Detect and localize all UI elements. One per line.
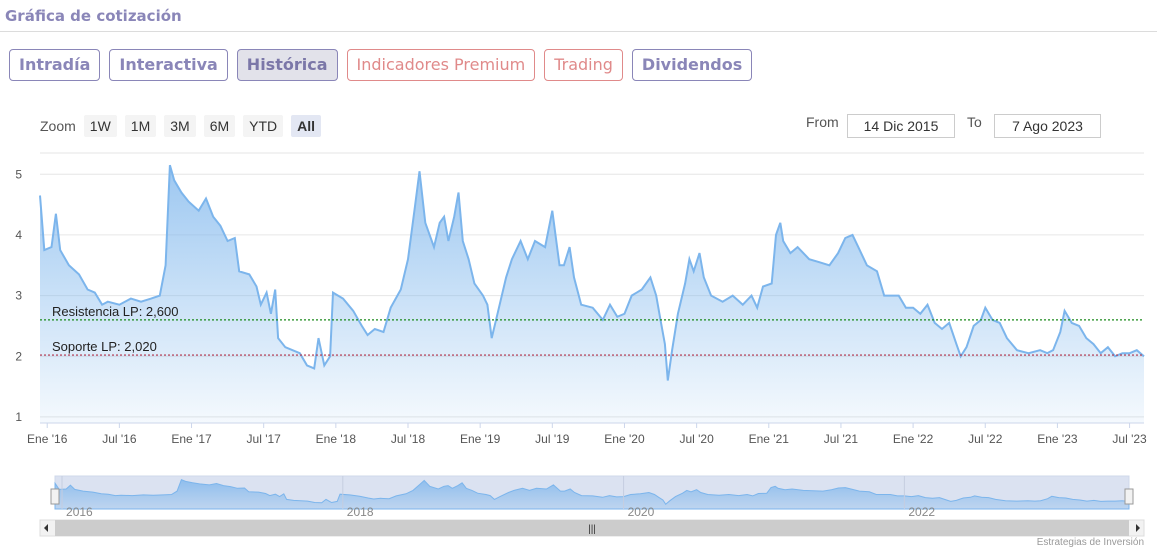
x-axis: Ene '16 Jul '16 Ene '17 Jul '17 Ene '18 Jul '… xyxy=(27,423,1147,446)
zoom-1w-button[interactable]: 1W xyxy=(83,115,117,137)
zoom-1m-button[interactable]: 1M xyxy=(124,115,157,137)
zoom-6m-button[interactable]: 6M xyxy=(203,115,236,137)
resistance-label: Resistencia LP: 2,600 xyxy=(52,304,178,319)
from-label: From xyxy=(806,114,839,130)
x-tick-label: Jul '18 xyxy=(391,432,426,446)
x-tick-label: Ene '20 xyxy=(604,432,645,446)
x-tick-label: Jul '22 xyxy=(968,432,1003,446)
from-date-input[interactable]: 14 Dic 2015 xyxy=(847,114,955,138)
tab-historica[interactable]: Histórica xyxy=(236,49,338,81)
reference-lines: Resistencia LP: 2,600 Soporte LP: 2,020 xyxy=(40,304,1144,356)
y-tick-label: 3 xyxy=(15,289,22,303)
zoom-all-button[interactable]: All xyxy=(291,115,322,137)
x-tick-label: Ene '21 xyxy=(749,432,790,446)
navigator-area xyxy=(54,479,1130,510)
x-tick-label: Jul '21 xyxy=(824,432,859,446)
x-tick-label: Ene '17 xyxy=(171,432,212,446)
x-tick-label: Jul '17 xyxy=(247,432,282,446)
to-label: To xyxy=(967,114,982,130)
zoom-3m-button[interactable]: 3M xyxy=(164,115,196,137)
scrollbar-thumb[interactable] xyxy=(55,520,1129,536)
to-date-input[interactable]: 7 Ago 2023 xyxy=(994,114,1101,138)
chart-tabs: Intradía Interactiva Histórica Indicador… xyxy=(9,49,753,81)
y-tick-label: 2 xyxy=(15,349,22,363)
navigator-year-label: 2020 xyxy=(628,505,655,519)
tab-intradia[interactable]: Intradía xyxy=(9,49,101,81)
zoom-selector: Zoom 1W 1M 3M 6M YTD All xyxy=(40,115,329,137)
navigator-year-label: 2022 xyxy=(908,505,935,519)
price-line xyxy=(39,164,1145,381)
price-area xyxy=(40,165,1144,423)
footer-credit: Estrategias de Inversión xyxy=(1036,537,1144,548)
scrollbar-grip-icon: ||| xyxy=(588,524,596,535)
y-axis: 1 2 3 4 5 xyxy=(15,167,22,424)
page-title: Gráfica de cotización xyxy=(5,7,182,25)
navigator-year-label: 2018 xyxy=(347,505,374,519)
scrollbar[interactable]: ||| xyxy=(39,519,1145,537)
x-tick-label: Ene '23 xyxy=(1037,432,1078,446)
tab-indicadores-premium[interactable]: Indicadores Premium xyxy=(346,49,536,81)
zoom-ytd-button[interactable]: YTD xyxy=(243,115,284,137)
y-tick-label: 4 xyxy=(15,228,22,242)
navigator-labels: 2016 2018 2020 2022 xyxy=(61,476,935,519)
tab-interactiva[interactable]: Interactiva xyxy=(109,49,228,81)
navigator-right-handle[interactable] xyxy=(1124,488,1134,505)
zoom-label: Zoom xyxy=(40,118,76,134)
x-tick-label: Jul '16 xyxy=(102,432,137,446)
x-tick-label: Jul '20 xyxy=(679,432,714,446)
tab-trading[interactable]: Trading xyxy=(544,49,623,81)
tab-dividendos[interactable]: Dividendos xyxy=(631,49,753,81)
navigator-left-handle[interactable] xyxy=(50,488,60,505)
navigator-year-label: 2016 xyxy=(66,505,93,519)
x-tick-label: Ene '18 xyxy=(316,432,357,446)
x-tick-label: Ene '16 xyxy=(27,432,68,446)
x-tick-label: Jul '23 xyxy=(1112,432,1147,446)
title-divider xyxy=(0,31,1157,32)
x-tick-label: Ene '22 xyxy=(893,432,934,446)
y-tick-label: 5 xyxy=(15,167,22,181)
scroll-left-arrow-icon[interactable] xyxy=(44,524,48,532)
x-tick-label: Jul '19 xyxy=(535,432,570,446)
scroll-right-arrow-icon[interactable] xyxy=(1136,524,1140,532)
support-label: Soporte LP: 2,020 xyxy=(52,339,157,354)
x-tick-label: Ene '19 xyxy=(460,432,501,446)
navigator[interactable]: 2016 2018 2020 2022 xyxy=(50,475,1134,519)
y-tick-label: 1 xyxy=(15,410,22,424)
